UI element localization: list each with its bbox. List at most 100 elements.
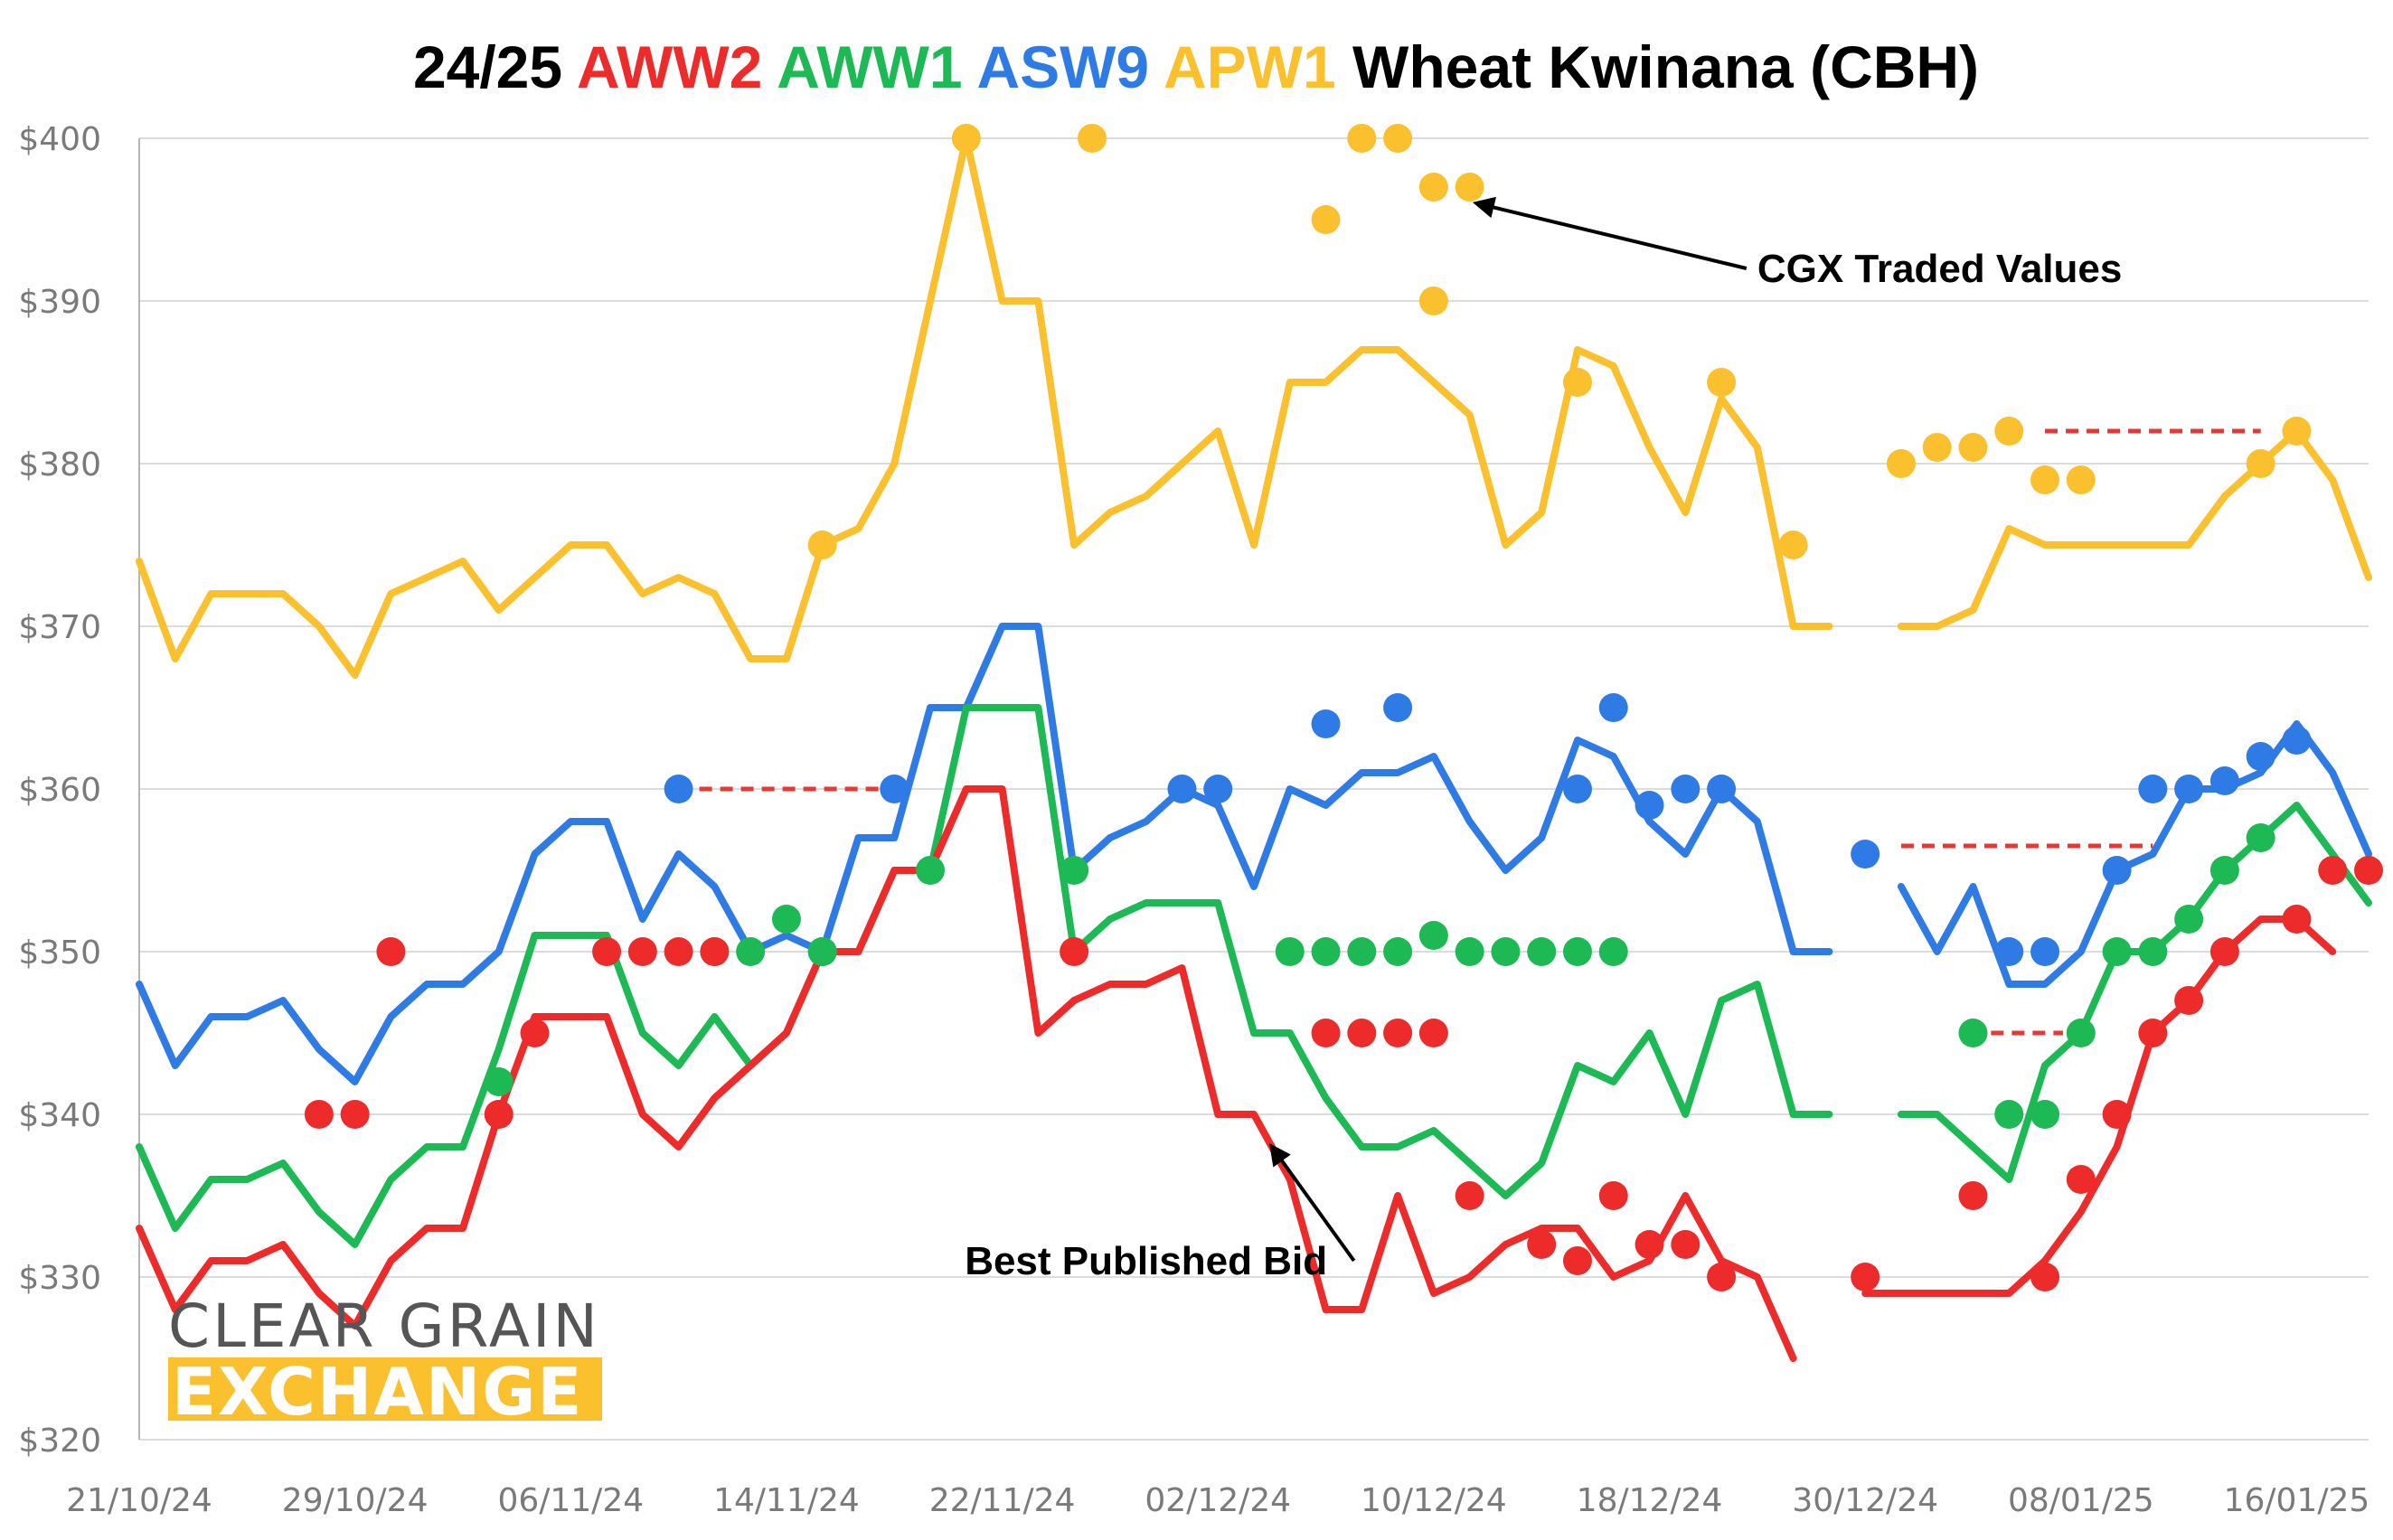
logo-band: [168, 1357, 602, 1421]
traded-point-asw9: [1851, 840, 1880, 869]
traded-point-aww1: [2102, 937, 2132, 966]
traded-point-asw9: [2209, 766, 2239, 795]
traded-point-aww2: [2138, 1019, 2168, 1047]
x-tick-label: 29/10/24: [282, 1482, 429, 1519]
traded-point-aww2: [2354, 856, 2383, 885]
x-tick-label: 06/11/24: [497, 1482, 644, 1519]
traded-point-aww2: [1562, 1246, 1592, 1275]
traded-point-apw1: [1994, 417, 2024, 446]
traded-point-aww1: [1491, 937, 1521, 966]
traded-point-aww2: [2318, 856, 2348, 885]
y-tick-label: $360: [18, 772, 101, 809]
traded-point-apw1: [2030, 465, 2060, 494]
x-tick-label: 14/11/24: [713, 1482, 860, 1519]
y-tick-label: $380: [18, 446, 101, 484]
traded-point-apw1: [1707, 368, 1737, 397]
title-part: [762, 33, 777, 100]
traded-point-asw9: [2030, 937, 2060, 966]
traded-point-asw9: [880, 775, 909, 803]
traded-point-aww2: [627, 937, 657, 966]
traded-point-aww2: [2030, 1263, 2060, 1291]
traded-point-aww1: [1311, 937, 1341, 966]
x-tick-label: 21/10/24: [66, 1482, 212, 1519]
traded-point-aww2: [484, 1100, 513, 1129]
chart-title: 24/25 AWW2 AWW1 ASW9 APW1 Wheat Kwinana …: [413, 33, 1979, 100]
dashed-lines: [678, 428, 2261, 1036]
traded-point-asw9: [1311, 709, 1341, 738]
traded-point-aww2: [1707, 1263, 1737, 1291]
traded-point-aww2: [1455, 1181, 1484, 1210]
title-part: [1149, 33, 1164, 100]
series-line-aww2: [136, 785, 2337, 1362]
traded-point-apw1: [2282, 417, 2312, 446]
traded-point-asw9: [1671, 775, 1701, 803]
annotation-arrow: [1269, 1143, 1356, 1263]
traded-point-aww2: [1635, 1230, 1664, 1259]
traded-point-asw9: [1203, 775, 1233, 803]
traded-point-apw1: [1418, 286, 1448, 315]
traded-point-aww1: [1562, 937, 1592, 966]
traded-point-aww2: [2102, 1100, 2132, 1129]
traded-point-aww1: [1418, 921, 1448, 950]
traded-point-aww1: [1598, 937, 1628, 966]
traded-point-aww2: [1527, 1230, 1557, 1259]
traded-point-asw9: [2174, 775, 2204, 803]
series-line-apw1: [136, 135, 2372, 679]
traded-point-aww1: [1994, 1100, 2024, 1129]
annotation-label: CGX Traded Values: [1757, 247, 2123, 291]
traded-point-apw1: [2066, 465, 2096, 494]
traded-point-apw1: [1383, 124, 1413, 153]
traded-point-aww1: [807, 937, 837, 966]
traded-point-aww2: [700, 937, 730, 966]
traded-point-asw9: [1383, 693, 1413, 722]
x-tick-label: 16/01/25: [2224, 1482, 2370, 1519]
y-tick-label: $320: [18, 1423, 101, 1460]
traded-point-aww1: [736, 937, 766, 966]
logo-line1: CLEAR GRAIN: [168, 1291, 600, 1361]
traded-point-aww1: [1275, 937, 1305, 966]
traded-point-asw9: [1167, 775, 1197, 803]
axis-layer: $400 $390 $380 $370 $360 $350 $340 $330 $320 21/1…: [18, 121, 2369, 1519]
series-line-asw9: [136, 623, 2372, 1085]
traded-point-aww2: [1958, 1181, 1988, 1210]
traded-point-asw9: [2102, 856, 2132, 885]
title-part: Wheat Kwinana (CBH): [1336, 33, 1979, 100]
bid-lines: [136, 135, 2372, 1362]
traded-point-aww2: [340, 1100, 370, 1129]
traded-point-asw9: [2246, 742, 2275, 771]
traded-point-asw9: [1707, 775, 1737, 803]
traded-point-apw1: [1778, 531, 1808, 559]
traded-point-aww1: [484, 1067, 513, 1096]
x-tick-label: 18/12/24: [1577, 1482, 1723, 1519]
title-part: ASW9: [976, 33, 1149, 100]
traded-point-aww2: [1383, 1019, 1413, 1047]
traded-point-asw9: [1562, 775, 1592, 803]
traded-point-apw1: [1886, 449, 1916, 478]
traded-point-aww1: [2209, 856, 2239, 885]
traded-point-aww2: [2066, 1165, 2096, 1194]
traded-point-aww2: [1311, 1019, 1341, 1047]
y-tick-label: $390: [18, 284, 101, 321]
traded-point-aww1: [1527, 937, 1557, 966]
traded-point-aww2: [1347, 1019, 1377, 1047]
traded-point-aww2: [304, 1100, 334, 1129]
traded-point-aww1: [1347, 937, 1377, 966]
traded-point-aww2: [520, 1019, 550, 1047]
title-part: [963, 33, 977, 100]
traded-point-apw1: [1311, 205, 1341, 234]
traded-point-aww2: [2282, 905, 2312, 934]
y-tick-label: $340: [18, 1097, 101, 1134]
traded-point-aww1: [1060, 856, 1089, 885]
traded-point-apw1: [951, 124, 981, 153]
traded-point-aww2: [2209, 937, 2239, 966]
annotations: CGX Traded Values Best Published Bid: [965, 196, 2123, 1283]
traded-point-aww1: [2174, 905, 2204, 934]
title-part: 24/25: [413, 33, 577, 100]
y-tick-label: $330: [18, 1260, 101, 1297]
traded-point-asw9: [2282, 726, 2312, 755]
x-tick-label: 02/12/24: [1145, 1482, 1291, 1519]
title-part: AWW1: [777, 33, 962, 100]
